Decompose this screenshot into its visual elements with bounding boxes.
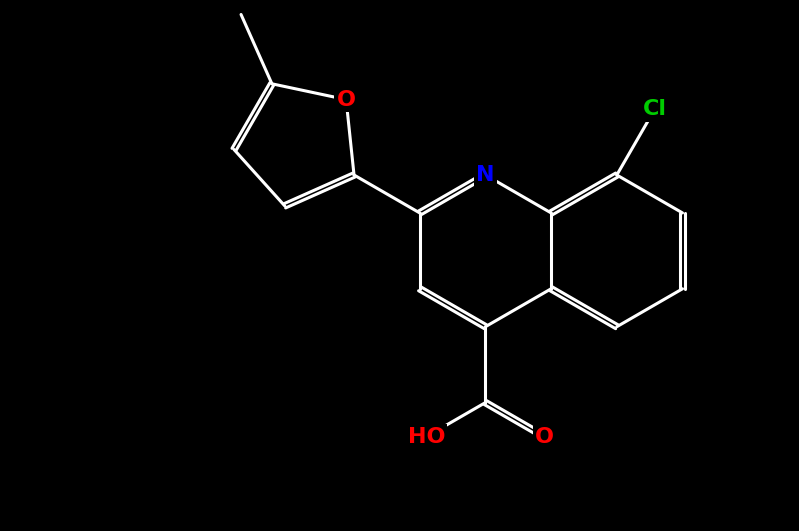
Text: O: O: [336, 90, 356, 109]
Text: O: O: [535, 427, 554, 447]
Text: HO: HO: [407, 427, 445, 447]
Text: N: N: [476, 165, 495, 185]
Text: Cl: Cl: [642, 99, 666, 119]
